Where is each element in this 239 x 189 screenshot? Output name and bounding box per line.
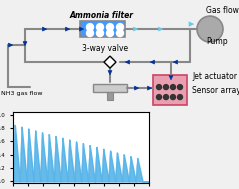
Circle shape <box>97 30 103 37</box>
Circle shape <box>178 85 183 90</box>
Circle shape <box>87 24 93 31</box>
Text: Gas flow: Gas flow <box>206 6 239 15</box>
Circle shape <box>197 16 223 42</box>
Circle shape <box>163 94 168 100</box>
Circle shape <box>163 85 168 90</box>
Circle shape <box>157 94 162 100</box>
Circle shape <box>157 85 162 90</box>
Circle shape <box>116 30 124 37</box>
Text: NH3 gas flow: NH3 gas flow <box>1 91 43 96</box>
Bar <box>153 75 187 105</box>
Circle shape <box>97 24 103 31</box>
Circle shape <box>170 85 175 90</box>
Text: Ammonia filter: Ammonia filter <box>70 11 134 20</box>
Text: 3-way valve: 3-way valve <box>82 44 128 53</box>
Circle shape <box>170 94 175 100</box>
Circle shape <box>178 94 183 100</box>
Circle shape <box>107 30 114 37</box>
Circle shape <box>87 30 93 37</box>
Circle shape <box>107 24 114 31</box>
Bar <box>93 84 127 92</box>
Circle shape <box>116 24 124 31</box>
Bar <box>80 21 125 37</box>
Text: Pump: Pump <box>206 37 228 46</box>
Text: Sensor array: Sensor array <box>192 86 239 95</box>
Polygon shape <box>104 56 116 68</box>
Text: Jet actuator: Jet actuator <box>192 72 237 81</box>
Bar <box>107 92 113 100</box>
